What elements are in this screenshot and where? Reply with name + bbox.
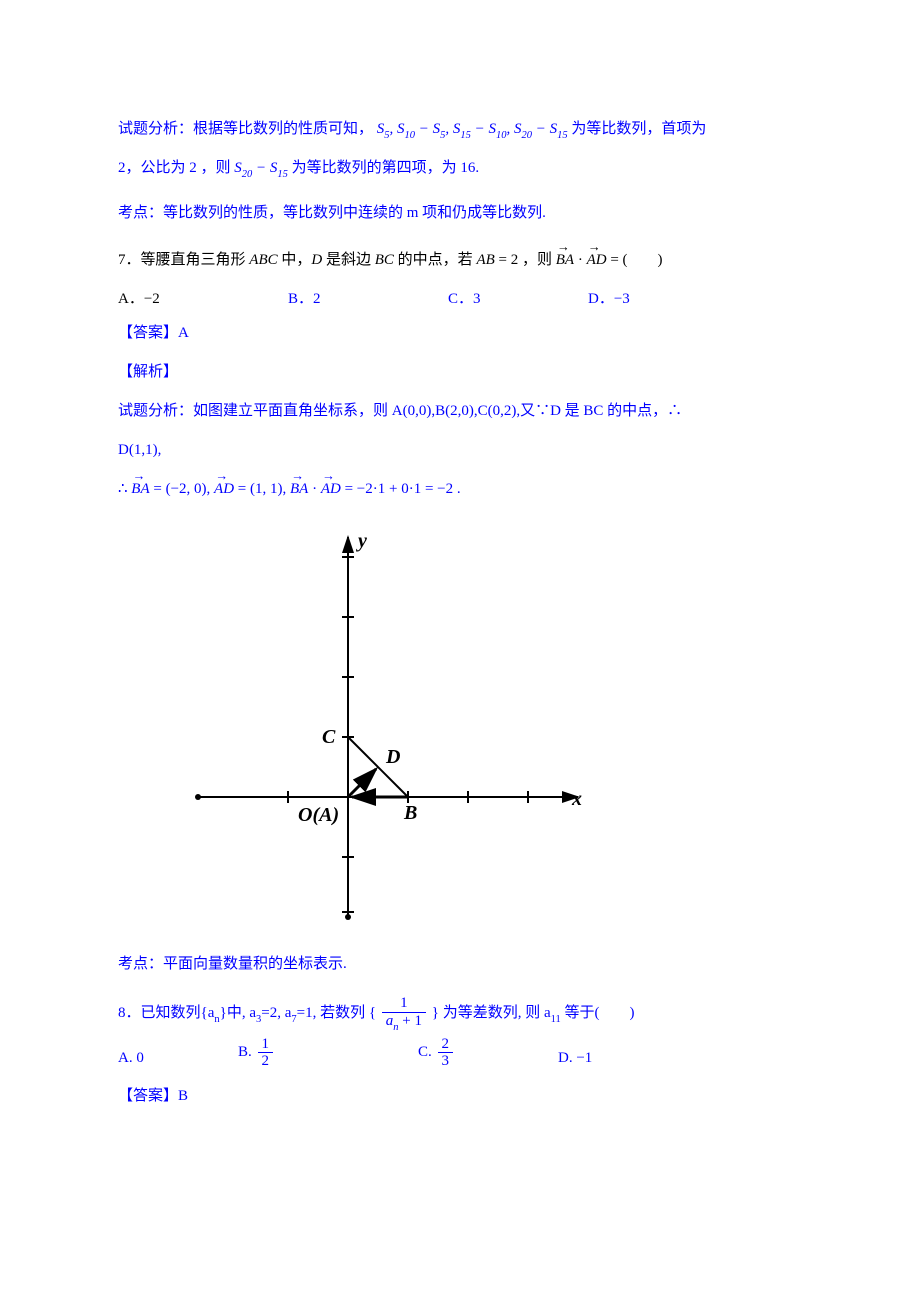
q7-jiexi: 【解析】	[118, 353, 802, 392]
an6-line1b: 为等比数列，首项为	[571, 121, 706, 137]
q8-options: A. 0 B. 12 C. 23 D. −1	[118, 1033, 802, 1077]
svg-text:O(A): O(A)	[298, 804, 339, 826]
analysis-6: 试题分析：根据等比数列的性质可知， S5, S10 − S5, S15 − S1…	[118, 110, 802, 149]
kaodian-6: 考点：等比数列的性质，等比数列中连续的 m 项和仍成等比数列.	[118, 194, 802, 233]
figure-q7: y x C D B O(A)	[178, 517, 598, 937]
q7-vector-line: ∴ BA = (−2, 0), AD = (1, 1), BA · AD = −…	[118, 470, 802, 509]
q7-options: A．−2 B．2 C．3 D．−3	[118, 280, 802, 314]
an6-line1a: 试题分析：根据等比数列的性质可知，	[118, 121, 373, 137]
question-8: 8．已知数列{an}中, a3=2, a7=1, 若数列 { 1an + 1 }…	[118, 994, 802, 1033]
an6-seq: S5, S10 − S5, S15 − S10, S20 − S15	[377, 121, 572, 137]
svg-text:C: C	[322, 726, 336, 748]
q8-frac: 1an + 1	[382, 995, 426, 1032]
q7-opt-a: A．−2	[118, 280, 160, 319]
q7-opt-b: B．2	[288, 280, 321, 319]
svg-text:y: y	[356, 530, 367, 552]
svg-text:B: B	[403, 802, 417, 824]
q8-opt-d: D. −1	[558, 1039, 592, 1078]
question-7: 7．等腰直角三角形 ABC 中，D 是斜边 BC 的中点，若 AB = 2 ，则…	[118, 241, 802, 280]
q8-opt-b: B. 12	[238, 1033, 275, 1072]
q8-opt-a: A. 0	[118, 1039, 144, 1078]
kaodian-7: 考点：平面向量数量积的坐标表示.	[118, 945, 802, 984]
q7-opt-d: D．−3	[588, 280, 630, 319]
q8-answer: 【答案】B	[118, 1077, 802, 1116]
q7-answer: 【答案】A	[118, 314, 802, 353]
svg-text:x: x	[571, 788, 582, 810]
q8-opt-c: C. 23	[418, 1033, 455, 1072]
svg-text:D: D	[385, 746, 400, 768]
q7-opt-c: C．3	[448, 280, 481, 319]
analysis-6-line2: 2，公比为 2 ，则 S20 − S15 为等比数列的第四项，为 16.	[118, 149, 802, 188]
q7-fenxi-a: 试题分析：如图建立平面直角坐标系，则 A(0,0),B(2,0),C(0,2),…	[118, 392, 802, 431]
